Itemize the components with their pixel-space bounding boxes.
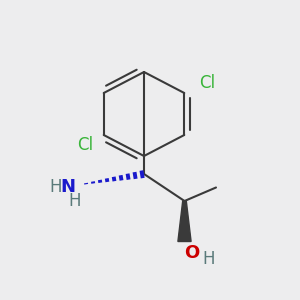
Text: H: H xyxy=(68,192,81,210)
Text: N: N xyxy=(60,178,75,196)
Text: H: H xyxy=(50,178,62,196)
Polygon shape xyxy=(178,201,191,242)
Text: O: O xyxy=(184,244,200,262)
Text: Cl: Cl xyxy=(199,74,215,92)
Text: H: H xyxy=(202,250,215,268)
Text: Cl: Cl xyxy=(77,136,94,154)
